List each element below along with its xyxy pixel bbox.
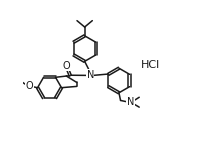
Text: N: N [127,97,134,107]
Text: O: O [26,81,33,91]
Text: O: O [63,61,71,71]
Text: N: N [87,70,94,80]
Text: HCl: HCl [141,60,160,70]
